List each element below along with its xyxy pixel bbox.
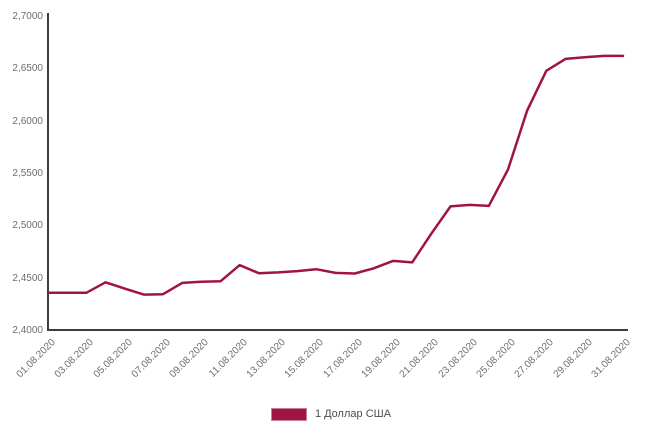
x-axis-line — [47, 329, 628, 331]
y-tick-label: 2,4500 — [12, 272, 43, 284]
y-tick-label: 2,7000 — [12, 11, 43, 22]
y-tick-label: 2,5500 — [12, 168, 43, 179]
legend-swatch — [270, 407, 307, 421]
legend-item[interactable]: 1 Доллар США — [0, 404, 662, 424]
y-axis-line — [47, 13, 49, 331]
y-tick-label: 2,6000 — [12, 115, 43, 127]
y-tick-label: 2,6500 — [12, 63, 43, 75]
y-tick-label: 2,4000 — [12, 325, 43, 336]
y-tick-label: 2,5000 — [12, 220, 43, 232]
legend-label: 1 Доллар США — [314, 408, 392, 420]
exchange-rate-line — [46, 54, 625, 296]
